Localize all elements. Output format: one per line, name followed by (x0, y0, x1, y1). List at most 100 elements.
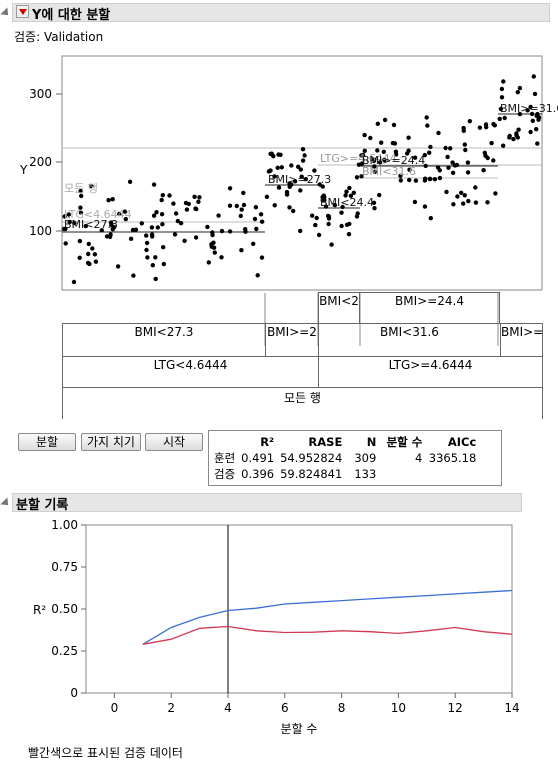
scatter-point (446, 165, 451, 170)
scatter-point (436, 130, 441, 136)
scatter-point (428, 144, 433, 150)
x-tick-label: 2 (167, 701, 175, 715)
fit-statistics-table: R² RASE N 분할 수 AICc 훈련 0.491 54.952824 3… (211, 434, 479, 482)
scatter-point (392, 141, 398, 146)
scatter-point (406, 148, 411, 153)
tree-node[interactable]: BMI>=24.4 (359, 292, 500, 324)
scatter-point (326, 216, 332, 221)
scatter-point (252, 216, 258, 222)
scatter-point (473, 185, 478, 190)
tree-level-1: BMI<2 BMI>=24.4 (318, 292, 500, 324)
scatter-point (393, 152, 399, 157)
split-button[interactable]: 분할 (18, 433, 76, 451)
table-cell: 훈련 (214, 451, 236, 465)
scatter-point (123, 216, 128, 222)
tree-node[interactable]: LTG>=4.6444 (318, 356, 543, 388)
y-tick-label: 0.50 (51, 602, 78, 616)
scatter-point (194, 206, 199, 212)
scatter-point (473, 200, 479, 205)
scatter-point (322, 198, 327, 203)
scatter-point (372, 169, 377, 174)
scatter-point (144, 247, 149, 253)
table-cell (379, 466, 425, 482)
scatter-point (466, 198, 471, 204)
tree-node[interactable]: BMI>=2 (265, 323, 319, 357)
table-cell: 4 (414, 451, 423, 465)
tree-node-label: 모든 행 (284, 391, 321, 405)
scatter-point (287, 205, 292, 210)
scatter-point (122, 209, 128, 214)
scatter-point (467, 119, 472, 124)
tree-node[interactable]: BMI<2 (318, 292, 360, 324)
table-row: 훈련 0.491 54.952824 309 4 3365.18 (211, 450, 479, 466)
table-header (211, 434, 238, 450)
scatter-point (499, 86, 505, 92)
split-history-title: 분할 기록 (16, 498, 69, 513)
tree-root-node[interactable]: 모든 행 (62, 387, 543, 419)
scatter-point (459, 190, 464, 195)
scatter-point (238, 213, 243, 219)
scatter-point (498, 106, 504, 112)
scatter-point (216, 213, 221, 218)
split-history-header (12, 493, 522, 512)
partition-header (12, 3, 550, 22)
scatter-point (255, 273, 260, 278)
scatter-point (289, 182, 294, 187)
scatter-point (71, 279, 77, 285)
scatter-point (300, 147, 306, 152)
scatter-point (422, 178, 428, 183)
scatter-point (422, 152, 427, 158)
scatter-point (153, 276, 158, 282)
scatter-point (193, 235, 199, 240)
scatter-point (130, 227, 136, 233)
scatter-point (184, 207, 190, 212)
scatter-point (243, 229, 248, 234)
scatter-point (127, 179, 133, 184)
scatter-point (151, 182, 157, 187)
split-history-chart: R² 분할 수 0 0.25 0.50 0.75 1.00 0 2 4 6 8 10 12 14 (33, 518, 520, 736)
scatter-point (448, 146, 453, 151)
go-button[interactable]: 시작 (145, 433, 203, 451)
scatter-point (339, 223, 344, 229)
scatter-point (531, 74, 536, 79)
y-tick-label: 300 (29, 87, 52, 101)
tree-node[interactable]: BMI<27.3 (62, 323, 266, 357)
scatter-point (284, 192, 290, 197)
scatter-point (171, 201, 176, 206)
leaf-label: BMI<27.3 (64, 218, 118, 231)
scatter-point (529, 111, 535, 117)
scatter-point (517, 85, 523, 91)
scatter-point (93, 259, 99, 264)
tree-node-label: BMI<2 (319, 294, 359, 308)
red-triangle-menu-icon[interactable] (16, 5, 29, 18)
scatter-point (77, 238, 83, 244)
scatter-point (144, 233, 149, 238)
tree-node-label: BMI>= (501, 325, 544, 339)
tree-node-label: BMI<27.3 (134, 325, 194, 339)
tree-node[interactable]: LTG<4.6444 (62, 356, 319, 388)
scatter-point (173, 211, 179, 216)
scatter-point (192, 194, 197, 199)
scatter-point (530, 118, 535, 124)
scatter-point (398, 173, 403, 178)
scatter-point (72, 220, 77, 226)
scatter-point (375, 148, 380, 153)
tree-node[interactable]: BMI<31.6 (318, 323, 501, 357)
scatter-point (227, 203, 233, 208)
scatter-point (321, 193, 326, 198)
scatter-point (314, 215, 319, 221)
disclosure-triangle-icon[interactable] (0, 7, 12, 19)
tree-node[interactable]: BMI>= (500, 323, 543, 357)
scatter-point (90, 246, 95, 251)
scatter-point (241, 202, 247, 208)
scatter-point (501, 143, 506, 148)
scatter-point (275, 165, 280, 170)
disclosure-triangle-icon[interactable] (0, 497, 12, 509)
scatter-point (444, 189, 449, 195)
validation-note: 빨간색으로 표시된 검증 데이터 (28, 746, 183, 760)
prune-button[interactable]: 가지 치기 (81, 433, 141, 451)
scatter-point (377, 160, 383, 165)
scatter-point (346, 232, 352, 237)
scatter-point (144, 240, 150, 246)
table-cell: 59.824841 (280, 467, 343, 481)
